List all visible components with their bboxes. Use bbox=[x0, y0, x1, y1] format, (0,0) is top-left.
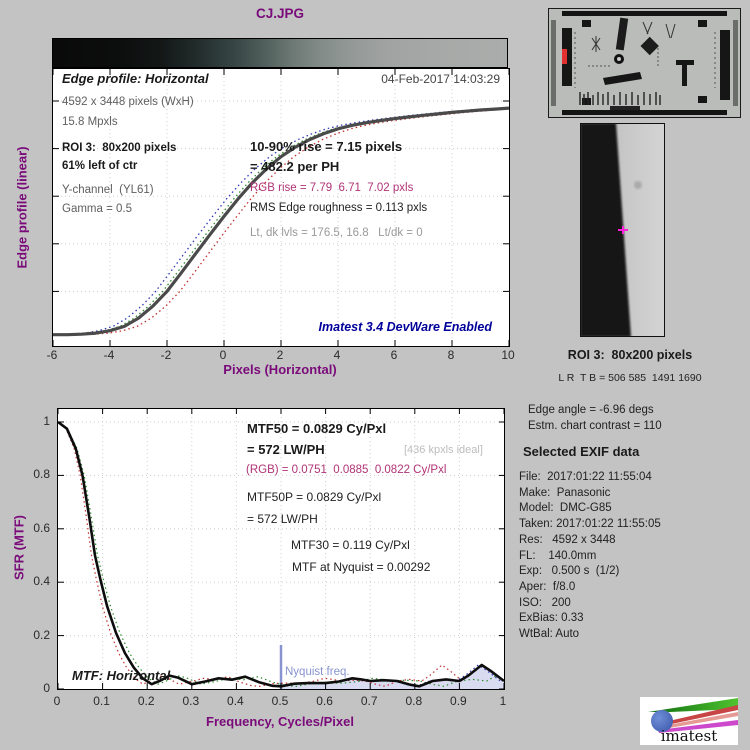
exif-line: Model: DMC-G85 bbox=[519, 502, 612, 515]
edge-plot-y-axis-label: Edge profile (linear) bbox=[14, 146, 30, 269]
x-tick-label: 10 bbox=[501, 348, 515, 362]
logo-red-stripe bbox=[656, 705, 738, 727]
exif-header: Selected EXIF data bbox=[523, 444, 640, 459]
edge-center-marker bbox=[618, 226, 628, 234]
x-tick-label: -4 bbox=[103, 348, 115, 362]
rgb-rise-values: RGB rise = 7.79 6.71 7.02 pxls bbox=[250, 182, 414, 194]
roi-title: ROI 3: 80x200 pixels bbox=[567, 348, 693, 362]
channel-label: Y-channel (YL61) bbox=[62, 184, 154, 196]
edge-tone-gradient-bar bbox=[52, 38, 508, 68]
x-tick-label: -2 bbox=[160, 348, 172, 362]
x-tick-label: 6 bbox=[390, 348, 398, 362]
exif-line: Exp: 0.500 s (1/2) bbox=[519, 565, 620, 578]
analysis-datetime: 04-Feb-2017 14:03:29 bbox=[381, 72, 500, 86]
exif-line: Aper: f/8.0 bbox=[519, 580, 576, 593]
roi-lrtb-coords: L R T B = 506 585 1491 1690 bbox=[558, 372, 702, 384]
image-dimensions: 4592 x 3448 pixels (WxH) bbox=[62, 96, 194, 108]
edge-angle-value: Edge angle = -6.96 degs bbox=[528, 404, 654, 416]
x-tick-label: 0.8 bbox=[405, 694, 423, 708]
exif-line: Taken: 2017:01:22 11:55:05 bbox=[519, 518, 661, 531]
x-tick-label: 8 bbox=[447, 348, 455, 362]
exif-data-list: File: 2017:01:22 11:55:04 Make: Panasonic… bbox=[519, 470, 661, 643]
mtf30-value: MTF30 = 0.119 Cy/Pxl bbox=[291, 538, 410, 552]
mtf50p-line1: MTF50P = 0.0829 Cy/Pxl bbox=[247, 490, 382, 504]
mtf-plot-y-axis-label: SFR (MTF) bbox=[11, 515, 27, 580]
exif-line: ExBias: 0.33 bbox=[519, 612, 584, 625]
rise-value-line2: = 482.2 per PH bbox=[250, 159, 340, 174]
edge-plot-x-axis-label: Pixels (Horizontal) bbox=[223, 362, 337, 377]
edge-plot-x-ticklabels: -6 -4 -2 0 2 4 6 8 10 bbox=[47, 348, 515, 362]
imatest-watermark: Imatest 3.4 DevWare Enabled bbox=[318, 320, 492, 334]
x-tick-label: 0.1 bbox=[93, 694, 110, 708]
test-chart-thumbnail bbox=[548, 8, 741, 118]
rms-roughness-value: RMS Edge roughness = 0.113 pxls bbox=[250, 202, 428, 214]
y-tick-label: 0 bbox=[43, 681, 50, 695]
exif-line: ISO: 200 bbox=[519, 596, 571, 609]
roi-info: ROI 3: 80x200 pixels bbox=[62, 142, 177, 154]
mtf-at-nyquist-value: MTF at Nyquist = 0.00292 bbox=[292, 560, 431, 574]
imatest-logo: imatest bbox=[640, 697, 738, 745]
x-tick-label: 4 bbox=[333, 348, 341, 362]
image-megapixels: 15.8 Mpxls bbox=[62, 116, 118, 128]
exif-line: File: 2017:01:22 11:55:04 bbox=[519, 471, 652, 483]
x-tick-label: 0.9 bbox=[450, 694, 467, 708]
mtf-curves bbox=[58, 409, 504, 689]
x-tick-label: 0 bbox=[219, 348, 227, 362]
logo-wordmark: imatest bbox=[661, 727, 718, 745]
edge-profile-title: Edge profile: Horizontal bbox=[62, 71, 209, 86]
x-tick-label: 0.6 bbox=[316, 694, 333, 708]
x-tick-label: 2 bbox=[276, 348, 284, 362]
rise-value-line1: 10-90% rise = 7.15 pixels bbox=[250, 139, 403, 154]
mtf50-line2: = 572 LW/PH bbox=[247, 442, 325, 457]
roi-marker bbox=[562, 49, 567, 64]
x-tick-label: 1 bbox=[499, 694, 507, 708]
gamma-label: Gamma = 0.5 bbox=[62, 203, 132, 215]
edge-profile-plot bbox=[52, 68, 510, 347]
y-tick-label: 0.6 bbox=[33, 520, 50, 535]
ideal-kpxls-label: [436 kpxls ideal] bbox=[404, 444, 483, 456]
x-tick-label: 0.7 bbox=[360, 694, 378, 708]
x-tick-label: 0 bbox=[53, 694, 61, 708]
logo-magenta-stripe bbox=[658, 720, 738, 733]
exif-line: FL: 140.0mm bbox=[519, 549, 597, 562]
page-title: CJ.JPG bbox=[255, 6, 305, 21]
mtf-corner-label: MTF: Horizontal bbox=[72, 668, 171, 683]
logo-salmon-stripe bbox=[657, 712, 738, 730]
x-tick-label: 0.3 bbox=[182, 694, 200, 708]
x-tick-label: -6 bbox=[46, 348, 58, 362]
roi-crop-image bbox=[580, 123, 665, 337]
x-tick-label: 0.5 bbox=[271, 694, 289, 708]
chart-contrast-value: Estm. chart contrast = 110 bbox=[528, 420, 662, 432]
y-tick-label: 0.2 bbox=[33, 627, 50, 642]
mtf-plot-x-axis-label: Frequency, Cycles/Pixel bbox=[206, 714, 354, 729]
light-dark-levels: Lt, dk lvls = 176.5, 16.8 Lt/dk = 0 bbox=[250, 227, 423, 239]
x-tick-label: 0.4 bbox=[227, 694, 244, 708]
logo-green-band bbox=[648, 698, 738, 712]
mtf-plot bbox=[57, 408, 505, 690]
exif-line: Make: Panasonic bbox=[519, 486, 611, 499]
exif-line: Res: 4592 x 3448 bbox=[519, 533, 616, 546]
mtf-plot-y-ticklabels: 0 0.2 0.4 0.6 0.8 1 bbox=[20, 408, 52, 695]
roi-position: 61% left of ctr bbox=[62, 160, 138, 172]
nyquist-freq-label: Nyquist freq. bbox=[285, 666, 350, 678]
y-tick-label: 1 bbox=[43, 414, 50, 428]
edge-profile-curves bbox=[53, 69, 509, 346]
mtf50p-line2: = 572 LW/PH bbox=[247, 512, 318, 526]
logo-blue-circle bbox=[651, 710, 673, 732]
mtf-plot-x-ticklabels: 0 0.1 0.2 0.3 0.4 0.5 0.6 0.7 0.8 0.9 1 bbox=[54, 694, 507, 708]
exif-line: WtBal: Auto bbox=[519, 628, 580, 641]
y-tick-label: 0.4 bbox=[33, 574, 50, 589]
mtf50-rgb-values: (RGB) = 0.0751 0.0885 0.0822 Cy/Pxl bbox=[246, 464, 447, 476]
mtf50-line1: MTF50 = 0.0829 Cy/Pxl bbox=[247, 421, 387, 436]
y-tick-label: 0.8 bbox=[33, 467, 50, 482]
x-tick-label: 0.2 bbox=[137, 694, 155, 708]
